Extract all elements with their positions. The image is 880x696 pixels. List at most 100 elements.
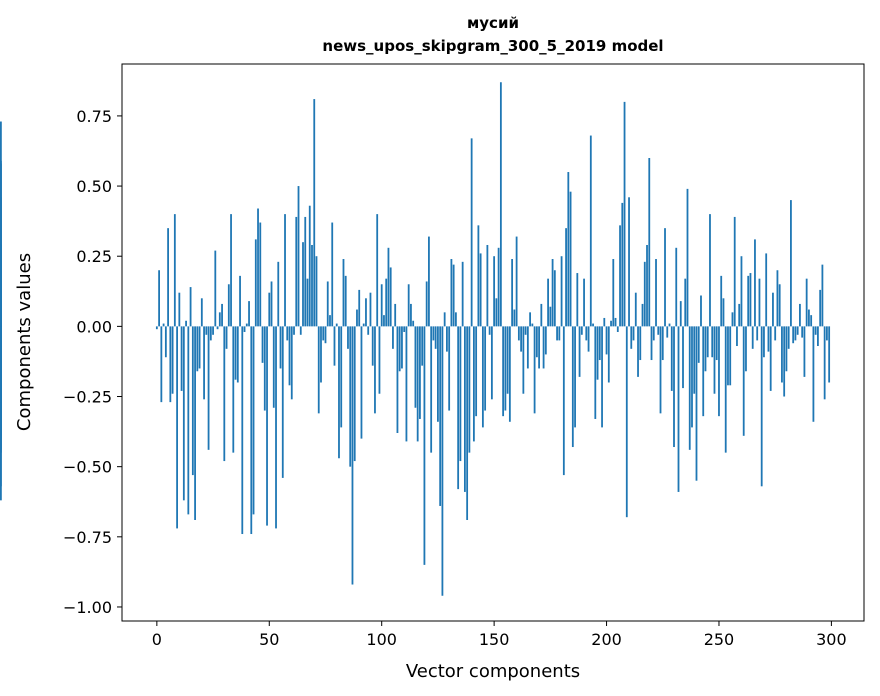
x-tick-label-300: 300 bbox=[816, 630, 847, 649]
y-tick-label-7: 0.75 bbox=[76, 107, 112, 126]
bar-219 bbox=[648, 158, 651, 327]
bar-83 bbox=[342, 259, 345, 327]
bar-182 bbox=[565, 228, 567, 327]
bar-189 bbox=[580, 326, 583, 335]
bar-98 bbox=[376, 214, 379, 327]
bar-16 bbox=[191, 326, 194, 476]
bar-295 bbox=[819, 289, 822, 327]
bar-293 bbox=[814, 326, 817, 335]
bar-277 bbox=[778, 284, 781, 327]
bar-27 bbox=[216, 326, 219, 330]
bar-66 bbox=[304, 216, 307, 327]
x-axis: 0 50 100 150 200 250 300 bbox=[152, 621, 847, 649]
bar-26 bbox=[214, 250, 217, 327]
bar-137 bbox=[463, 326, 466, 492]
bar-171 bbox=[540, 303, 543, 327]
bar-49 bbox=[266, 326, 268, 526]
y-tick-label-1: −0.75 bbox=[63, 528, 112, 547]
bar-118 bbox=[421, 326, 424, 366]
bar-70 bbox=[313, 99, 316, 327]
bar-42 bbox=[250, 326, 253, 535]
bar-113 bbox=[410, 303, 412, 327]
bar-294 bbox=[817, 326, 819, 347]
bar-222 bbox=[655, 259, 657, 327]
bar-90 bbox=[358, 289, 361, 327]
bar-274 bbox=[772, 292, 774, 327]
y-tick-label-5: 0.25 bbox=[76, 247, 112, 266]
y-tick-label-2: −0.50 bbox=[63, 458, 112, 477]
bar-39 bbox=[243, 326, 246, 332]
bar-103 bbox=[387, 247, 390, 327]
bar-56 bbox=[281, 326, 284, 478]
bar-94 bbox=[367, 326, 370, 335]
bar-198 bbox=[601, 326, 603, 428]
bar-135 bbox=[459, 326, 462, 462]
bar-163 bbox=[522, 326, 525, 394]
bar-280 bbox=[785, 326, 788, 372]
bar-178 bbox=[556, 326, 558, 341]
bar-179 bbox=[558, 326, 561, 341]
bar-227 bbox=[666, 326, 669, 338]
y-tick-label-0: −1.00 bbox=[63, 598, 112, 617]
bar-145 bbox=[481, 326, 484, 428]
bar-138 bbox=[466, 326, 469, 520]
bar-193 bbox=[589, 135, 592, 327]
bar-96 bbox=[371, 326, 374, 366]
bar-192 bbox=[587, 326, 590, 352]
x-axis-label: Vector components bbox=[406, 661, 580, 682]
bar-80 bbox=[335, 323, 338, 327]
bar-62 bbox=[295, 216, 298, 327]
bar-208 bbox=[623, 101, 626, 327]
bar-63 bbox=[297, 186, 300, 327]
bar-188 bbox=[578, 326, 581, 377]
bar-249 bbox=[715, 326, 718, 361]
bar-253 bbox=[724, 326, 727, 453]
bar-65 bbox=[302, 242, 304, 327]
bar-133 bbox=[455, 312, 457, 327]
bar-217 bbox=[643, 261, 646, 327]
bar-38 bbox=[241, 326, 244, 535]
bar-78 bbox=[331, 222, 334, 327]
bar-278 bbox=[781, 326, 783, 383]
bar-47 bbox=[261, 326, 264, 363]
x-tick-label-0: 0 bbox=[152, 630, 162, 649]
bar-212 bbox=[632, 326, 635, 341]
bar-194 bbox=[592, 323, 594, 327]
bar-69 bbox=[311, 244, 313, 327]
bar-226 bbox=[664, 228, 666, 327]
bar-215 bbox=[639, 326, 642, 361]
bar-241 bbox=[697, 326, 700, 363]
bar-15 bbox=[189, 287, 192, 327]
bar-263 bbox=[747, 275, 750, 327]
bar-281 bbox=[787, 326, 790, 349]
bar-196 bbox=[596, 326, 599, 380]
bar-272 bbox=[767, 326, 770, 352]
bar-243 bbox=[702, 326, 705, 417]
bar-61 bbox=[293, 326, 295, 335]
bar-173 bbox=[544, 326, 547, 355]
bar-68 bbox=[308, 205, 311, 327]
y-tick-label-4: 0.00 bbox=[76, 317, 112, 336]
bar-267 bbox=[756, 326, 759, 341]
bar-150 bbox=[493, 256, 496, 327]
bar-127 bbox=[441, 326, 444, 596]
bar-undefined bbox=[0, 244, 2, 327]
bar-152 bbox=[497, 247, 500, 327]
bar-264 bbox=[749, 273, 752, 327]
bar-14 bbox=[187, 326, 190, 515]
bar-140 bbox=[470, 138, 473, 327]
bar-0 bbox=[155, 326, 158, 330]
bar-37 bbox=[239, 275, 241, 327]
bar-125 bbox=[437, 326, 439, 422]
bar-41 bbox=[248, 301, 250, 327]
bar-244 bbox=[704, 326, 707, 372]
bar-282 bbox=[790, 200, 792, 327]
bar-242 bbox=[700, 295, 702, 327]
bar-132 bbox=[452, 264, 455, 327]
bar-108 bbox=[398, 326, 401, 372]
bar-4 bbox=[164, 326, 167, 358]
chart-title-line-1: мусий bbox=[467, 14, 519, 32]
bar-271 bbox=[765, 253, 768, 327]
bar-2 bbox=[160, 326, 163, 403]
